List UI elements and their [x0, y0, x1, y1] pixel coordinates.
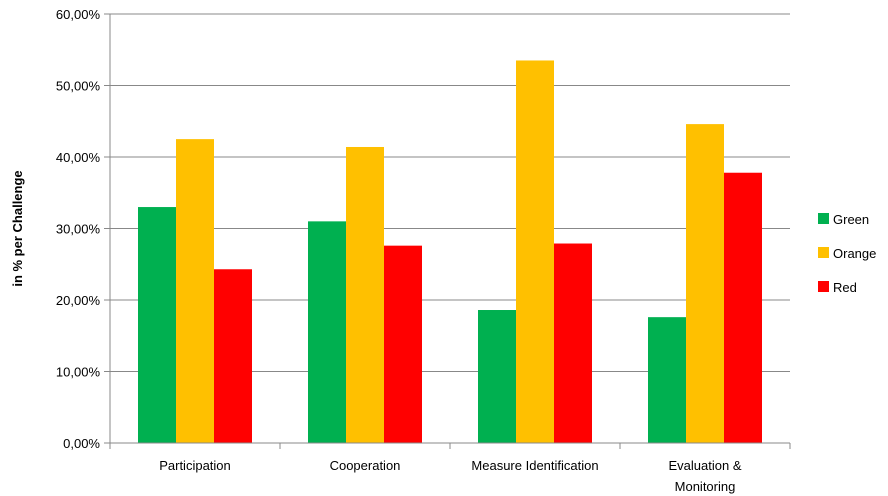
legend-label-red: Red — [833, 280, 857, 295]
bar-green-1 — [138, 207, 176, 443]
y-tick-label: 20,00% — [56, 293, 101, 308]
bar-red-3 — [554, 243, 592, 443]
legend-label-green: Green — [833, 212, 869, 227]
y-tick-label: 50,00% — [56, 79, 101, 94]
legend-swatch-red — [818, 281, 829, 292]
axes — [104, 13, 791, 449]
x-category-label: Evaluation & Monitoring — [669, 458, 742, 494]
bar-green-4 — [648, 317, 686, 443]
bar-red-1 — [214, 269, 252, 443]
bars — [138, 60, 762, 444]
y-tick-label: 30,00% — [56, 222, 101, 237]
y-axis-title: in % per Challenge — [10, 170, 25, 286]
y-tick-label: 10,00% — [56, 365, 101, 380]
bar-orange-3 — [516, 60, 554, 443]
x-category-label: Cooperation — [330, 458, 401, 473]
bar-orange-1 — [176, 139, 214, 443]
bar-green-3 — [478, 310, 516, 443]
bar-green-2 — [308, 221, 346, 443]
legend-swatch-orange — [818, 247, 829, 258]
legend-label-orange: Orange — [833, 246, 876, 261]
bar-red-4 — [724, 172, 762, 444]
x-category-label: Participation — [159, 458, 231, 473]
y-tick-labels: 0,00% 10,00% 20,00% 30,00% 40,00% 50,00% 60,00… — [56, 7, 101, 451]
bar-red-2 — [384, 245, 422, 443]
x-category-labels: Participation Cooperation Measure Identifi… — [159, 458, 742, 494]
legend: Green Orange Red — [818, 212, 876, 295]
x-category-label: Measure Identification — [471, 458, 598, 473]
y-tick-label: 40,00% — [56, 150, 101, 165]
bar-orange-2 — [346, 146, 384, 444]
y-tick-label: 0,00% — [63, 436, 100, 451]
y-tick-label: 60,00% — [56, 7, 101, 22]
legend-swatch-green — [818, 213, 829, 224]
bar-orange-4 — [686, 124, 724, 444]
